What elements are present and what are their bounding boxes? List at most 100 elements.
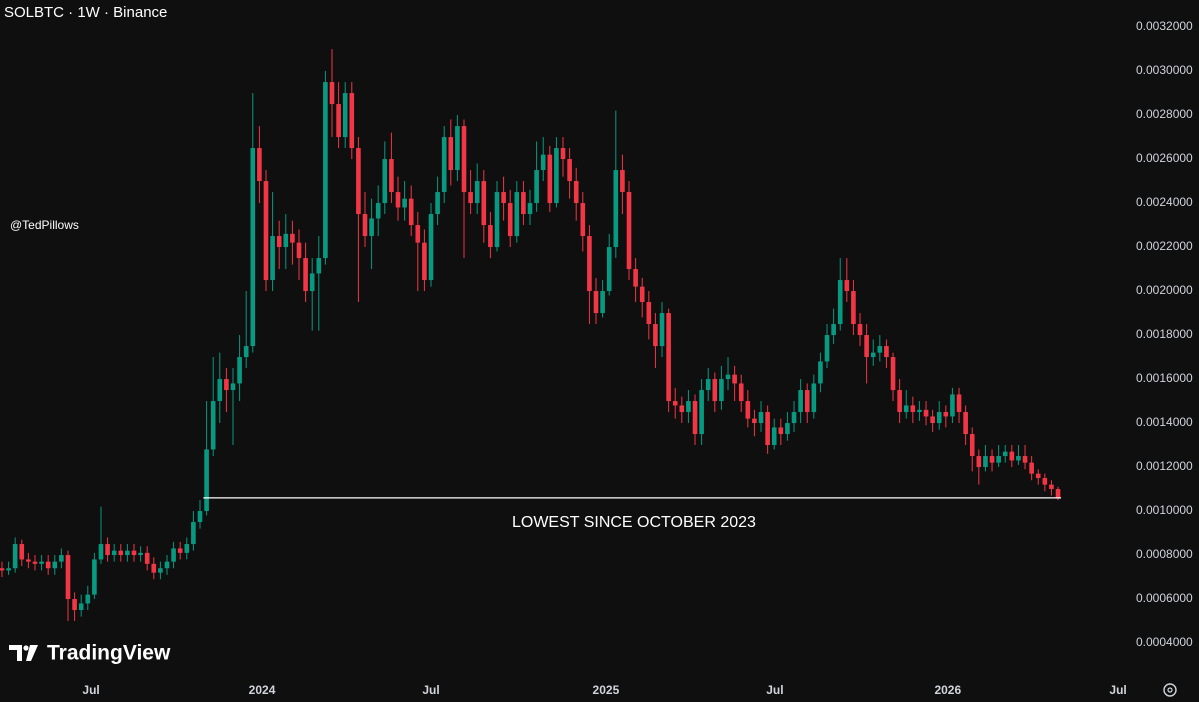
candle-body <box>230 383 236 391</box>
candle-body <box>917 409 922 413</box>
x-tick-label: Jul <box>766 683 783 697</box>
candle-body <box>857 324 863 336</box>
candle-body <box>448 137 454 171</box>
candle-body <box>474 181 480 204</box>
author: @TedPillows <box>10 218 79 232</box>
candle-body <box>158 568 163 573</box>
settings-icon[interactable] <box>1163 683 1177 697</box>
x-tick-label: 2025 <box>593 683 620 697</box>
candle-body <box>976 456 982 468</box>
candle-body <box>936 412 942 424</box>
candle-body <box>771 427 777 446</box>
candle-body <box>138 552 143 556</box>
candle-body <box>712 379 718 402</box>
candle-body <box>983 456 988 468</box>
y-tick-label: 0.0006000 <box>1136 591 1193 605</box>
candle-body <box>659 313 665 347</box>
candle-body <box>633 269 638 287</box>
candle-body <box>593 291 599 314</box>
candle-body <box>72 599 77 611</box>
candle-body <box>468 192 473 204</box>
candle-body <box>811 383 817 413</box>
candle-body <box>164 561 170 569</box>
candle-body <box>290 233 295 243</box>
candle-body <box>422 242 427 281</box>
candle-body <box>573 181 579 204</box>
candle-body <box>19 544 25 560</box>
candle-body <box>897 390 902 413</box>
candle-body <box>738 383 744 402</box>
candle-body <box>626 192 632 270</box>
candle-body <box>111 550 117 556</box>
candle-body <box>197 511 203 523</box>
x-tick-label: Jul <box>422 683 439 697</box>
settings-icon[interactable] <box>1167 687 1173 693</box>
candle-body <box>316 258 322 274</box>
candle-body <box>488 225 493 248</box>
candle-body <box>250 148 256 347</box>
candle-body <box>804 390 810 413</box>
x-tick-label: Jul <box>82 683 99 697</box>
candle-body <box>92 559 97 595</box>
candle-body <box>653 324 658 347</box>
candle-body <box>831 324 836 336</box>
y-tick-label: 0.0008000 <box>1136 547 1193 561</box>
candle-body <box>349 93 355 149</box>
candle-body <box>144 552 150 564</box>
candle-body <box>303 258 308 292</box>
candle-body <box>554 148 559 204</box>
candle-body <box>587 236 592 292</box>
candle-body <box>910 405 916 413</box>
settings-icon[interactable] <box>1163 683 1177 697</box>
candle-body <box>646 302 652 325</box>
logo-icon <box>23 645 29 651</box>
candle-body <box>402 198 407 208</box>
y-tick-label: 0.0030000 <box>1136 63 1193 77</box>
candle-body <box>296 242 302 259</box>
candle-body <box>613 170 619 248</box>
candle-body <box>481 181 487 226</box>
y-tick-label: 0.0032000 <box>1136 19 1193 33</box>
candle-body <box>877 346 883 353</box>
candle-body <box>184 544 190 553</box>
candle-body <box>943 412 949 417</box>
candle-body <box>283 233 289 248</box>
candle-body <box>534 170 539 204</box>
candle-body <box>547 154 553 204</box>
candle-body <box>65 555 71 600</box>
candle-body <box>758 412 764 424</box>
candle-body <box>323 82 328 259</box>
candle-body <box>1022 456 1028 463</box>
candle-body <box>237 357 242 384</box>
candle-body <box>0 568 5 571</box>
candle-body <box>719 379 724 402</box>
candle-body <box>521 192 526 215</box>
candle-body <box>956 394 962 413</box>
y-tick-label: 0.0016000 <box>1136 371 1193 385</box>
candle-body <box>791 412 797 424</box>
candle-body <box>692 401 698 435</box>
candle-body <box>732 374 737 384</box>
candle-body <box>309 273 315 292</box>
candle-body <box>818 361 823 384</box>
x-tick-label: 2026 <box>934 683 961 697</box>
candle-body <box>765 412 770 446</box>
candle-body <box>382 159 388 204</box>
candle-body <box>950 394 955 417</box>
candle-body <box>1002 451 1008 457</box>
candle-body <box>824 335 830 362</box>
candle-body <box>263 181 269 281</box>
plot-area <box>0 49 1062 622</box>
candle-body <box>969 434 975 457</box>
candle-body <box>567 159 572 182</box>
candle-body <box>131 550 137 556</box>
candle-body <box>125 550 130 556</box>
candle-body <box>923 409 929 417</box>
candle-body <box>903 405 909 413</box>
candle-body <box>39 561 44 564</box>
candle-body <box>52 561 58 569</box>
candle-body <box>514 192 520 237</box>
candle-body <box>600 291 605 314</box>
candle-body <box>639 286 645 303</box>
